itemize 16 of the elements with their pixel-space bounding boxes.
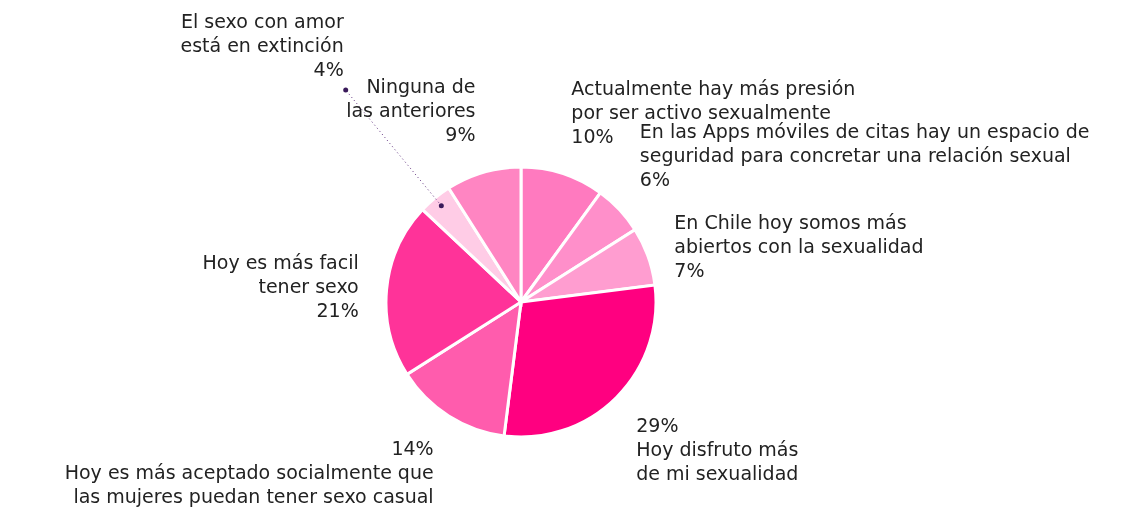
data-label: 7% <box>674 259 705 282</box>
slice-label: Actualmente hay más presión por ser activo sexualmente <box>571 76 856 123</box>
slice-label: Hoy disfruto más de mi sexualidad <box>636 438 799 485</box>
slice-label: Hoy es más facil tener sexo <box>202 251 359 298</box>
data-label: 4% <box>313 58 344 81</box>
slice-label: En Chile hoy somos más abiertos con la sexualidad <box>674 211 924 258</box>
data-label: 10% <box>571 124 614 147</box>
data-label: 14% <box>391 436 434 459</box>
slice-label: En las Apps móviles de citas hay un espacio de seguridad para concretar una relación sexual <box>639 120 1090 167</box>
data-label: 6% <box>639 168 670 191</box>
data-label: 29% <box>636 414 679 437</box>
data-label: 21% <box>316 299 359 322</box>
slice-label: Ninguna de las anteriores <box>346 75 476 122</box>
slice-label: El sexo con amor está en extinción <box>180 10 344 57</box>
slice-label: Hoy es más aceptado socialmente que las mujeres puedan tener sexo casual <box>64 460 434 507</box>
data-label: 9% <box>445 123 476 146</box>
